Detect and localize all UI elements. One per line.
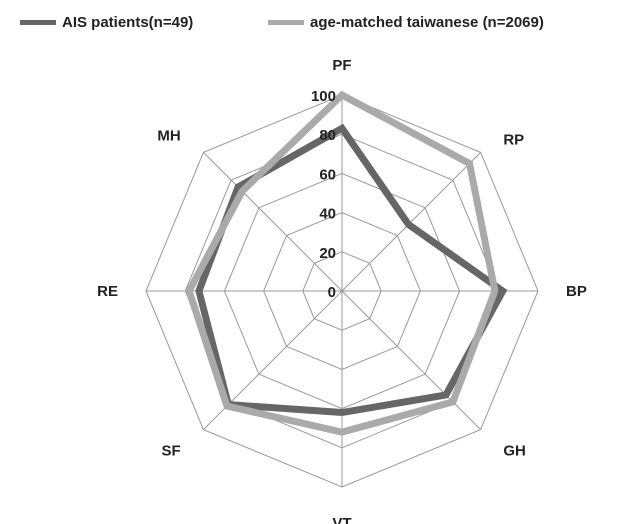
legend-item-taiwanese: age-matched taiwanese (n=2069): [268, 14, 544, 31]
grid-spoke-gh: [341, 290, 481, 430]
radar-tick-labels: 0 20 40 60 80 100: [311, 88, 336, 301]
legend: AIS patients(n=49) age-matched taiwanese…: [20, 14, 620, 44]
series-line-ais: [195, 123, 508, 417]
tick-label-40: 40: [319, 206, 336, 223]
axis-label-gh: GH: [503, 442, 526, 459]
radar-axis-labels: PF RP BP GH VT SF RE MH: [97, 57, 587, 524]
radar-grid: [145, 94, 539, 488]
axis-label-re: RE: [97, 283, 118, 300]
axis-label-sf: SF: [162, 442, 181, 459]
axis-label-mh: MH: [157, 128, 180, 145]
grid-spoke-mh: [203, 152, 343, 292]
axis-label-pf: PF: [332, 57, 351, 74]
legend-swatch-ais: [20, 20, 56, 25]
tick-label-80: 80: [319, 127, 336, 144]
tick-label-100: 100: [311, 88, 336, 105]
legend-item-ais: AIS patients(n=49): [20, 14, 193, 31]
legend-swatch-taiwanese: [268, 20, 304, 25]
tick-label-60: 60: [319, 166, 336, 183]
radar-series: [185, 90, 508, 436]
series-line-taiwanese: [185, 90, 499, 436]
axis-label-rp: RP: [503, 132, 524, 149]
axis-label-vt: VT: [332, 515, 351, 524]
legend-label-ais: AIS patients(n=49): [62, 14, 194, 31]
axis-label-bp: BP: [566, 283, 587, 300]
tick-label-0: 0: [328, 284, 336, 301]
grid-spoke-rp: [341, 152, 481, 292]
legend-label-taiwanese: age-matched taiwanese (n=2069): [310, 14, 544, 31]
tick-label-20: 20: [319, 245, 336, 262]
